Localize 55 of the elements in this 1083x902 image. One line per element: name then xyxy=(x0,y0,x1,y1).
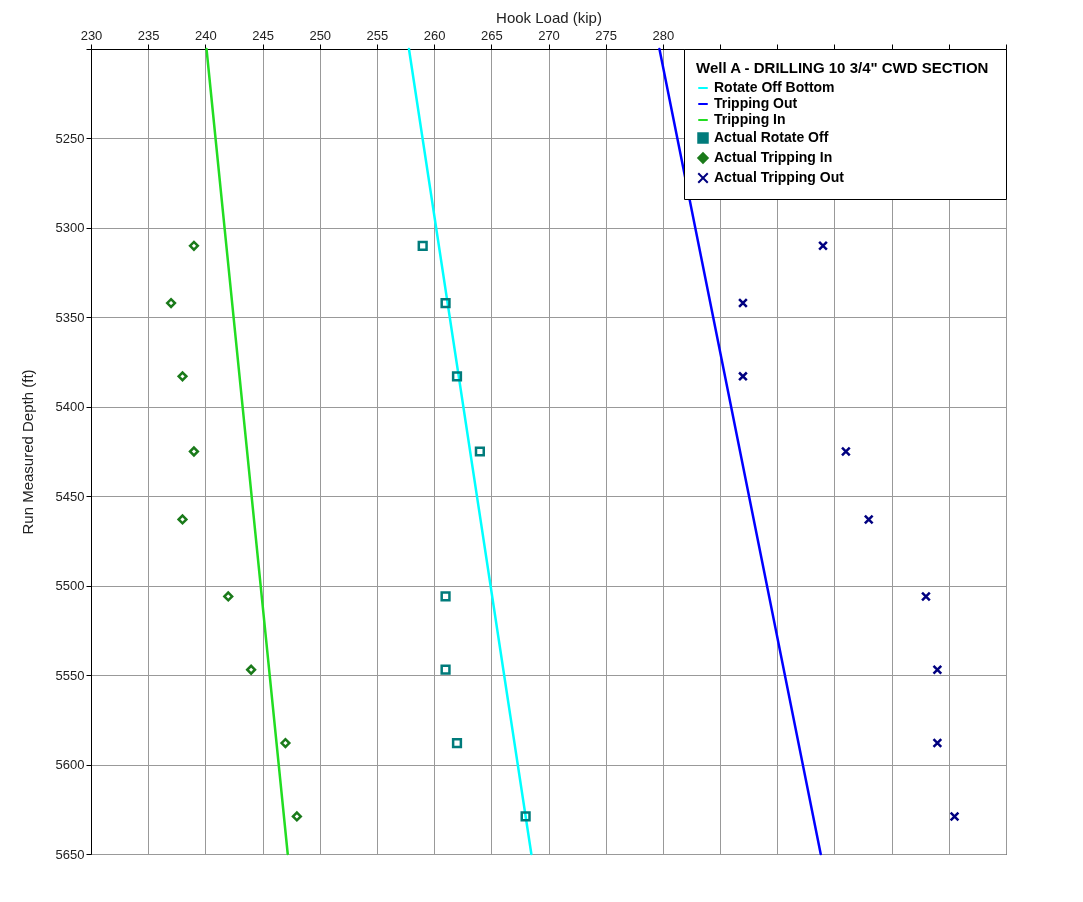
point xyxy=(165,297,177,309)
x-tick-label: 270 xyxy=(538,27,560,43)
point xyxy=(188,240,200,251)
x-tick-label: 255 xyxy=(366,27,389,43)
point xyxy=(177,514,188,525)
legend-title: Well A - DRILLING 10 3/4" CWD SECTION xyxy=(696,59,989,76)
x-tick-label: 230 xyxy=(80,27,103,43)
x-tick-label: 235 xyxy=(137,27,160,43)
legend-label: Rotate Off Bottom xyxy=(714,79,835,95)
y-tick-label: 5500 xyxy=(55,578,85,594)
y-tick-label: 5400 xyxy=(55,399,85,415)
y-tick-label: 5450 xyxy=(55,488,85,504)
x-tick-label: 240 xyxy=(195,27,217,43)
x-tick-label: 260 xyxy=(423,27,446,43)
point xyxy=(474,446,485,457)
y-tick-label: 5600 xyxy=(55,757,85,773)
y-tick-label: 5300 xyxy=(55,220,85,236)
point xyxy=(520,811,531,822)
point xyxy=(280,737,291,749)
x-tick-label: 250 xyxy=(309,27,332,43)
legend-label: Actual Tripping Out xyxy=(714,169,845,185)
point xyxy=(417,240,428,251)
point xyxy=(440,664,451,675)
x-tick-label: 265 xyxy=(480,27,503,43)
point xyxy=(932,737,943,749)
y-tick-label: 5650 xyxy=(55,846,85,862)
point xyxy=(932,664,943,675)
legend-label: Actual Tripping In xyxy=(714,149,833,165)
y-tick-label: 5350 xyxy=(55,309,85,325)
x-tick-label: 275 xyxy=(595,27,618,43)
legend-label: Tripping Out xyxy=(714,95,798,111)
point xyxy=(291,811,302,822)
point xyxy=(920,591,932,602)
point xyxy=(840,446,851,457)
legend-label: Tripping In xyxy=(714,111,786,127)
point xyxy=(863,514,874,525)
point xyxy=(188,446,200,457)
point xyxy=(440,297,451,309)
y-tick-label: 5550 xyxy=(55,667,85,683)
point xyxy=(246,664,257,675)
point xyxy=(949,811,960,822)
point xyxy=(737,371,749,382)
x-axis-title: Hook Load (kip) xyxy=(496,8,602,26)
x-tick-label: 245 xyxy=(252,27,274,43)
legend-label: Actual Rotate Off xyxy=(714,129,829,145)
y-axis-title: Run Measured Depth (ft) xyxy=(18,369,36,535)
y-tick-label: 5250 xyxy=(55,130,85,146)
point xyxy=(223,591,234,602)
x-tick-label: 280 xyxy=(652,27,675,43)
point xyxy=(737,297,749,309)
point xyxy=(817,240,829,251)
point xyxy=(177,371,188,382)
point xyxy=(451,371,463,382)
point xyxy=(451,737,463,749)
point xyxy=(440,591,451,602)
